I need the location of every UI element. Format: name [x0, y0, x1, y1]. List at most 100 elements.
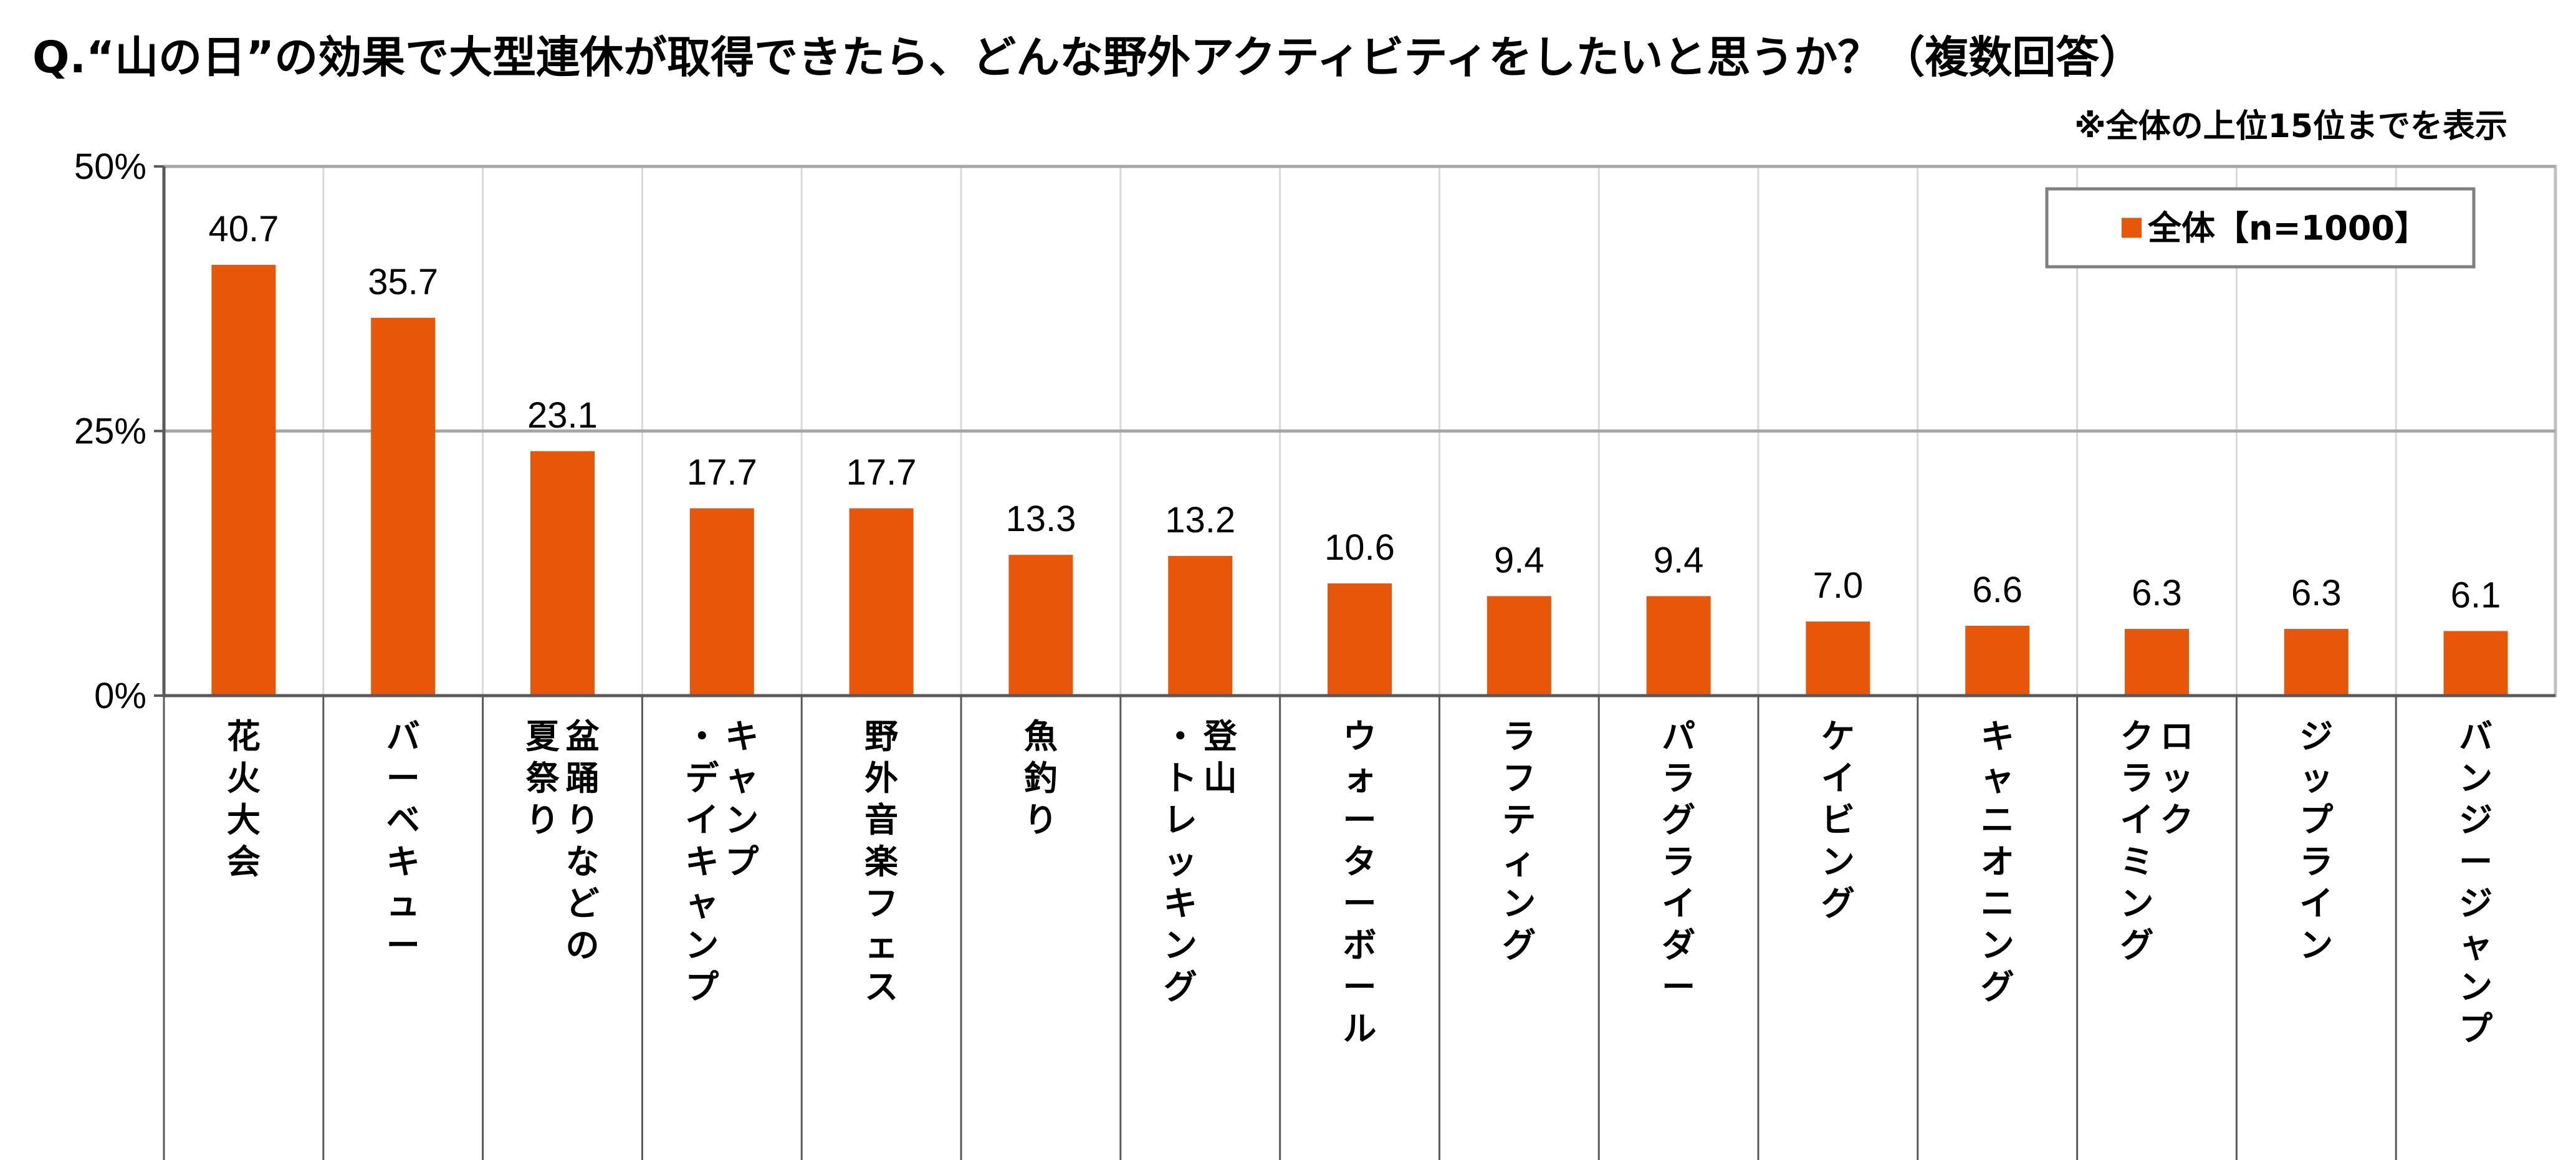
data-label: 40.7: [208, 209, 279, 249]
category-label-char: イ: [2299, 884, 2333, 923]
bar: [1965, 625, 2030, 696]
category-label-char: キ: [1164, 884, 1197, 923]
category-label-char: 音: [864, 800, 898, 840]
category-label-char: イ: [685, 800, 719, 840]
bar: [849, 508, 914, 696]
category-label-char: な: [566, 842, 600, 881]
data-label: 10.6: [1324, 527, 1395, 568]
category-label-char: フ: [864, 884, 898, 923]
legend-swatch: [2122, 218, 2142, 238]
category-label-char: ン: [1821, 842, 1855, 881]
category-label-char: ン: [2459, 759, 2492, 798]
category-label-char: バ: [386, 717, 420, 756]
data-label: 17.7: [687, 452, 757, 492]
bar: [2443, 631, 2508, 696]
category-label-char: ィ: [1502, 842, 1536, 881]
category-label-char: ン: [2120, 884, 2154, 923]
data-label: 6.1: [2451, 575, 2501, 615]
data-label: 6.3: [2132, 573, 2182, 613]
data-label: 13.3: [1005, 499, 1076, 539]
category-label-char: グ: [1662, 800, 1695, 840]
category-label-char: キ: [685, 842, 719, 881]
category-label-char: オ: [1981, 842, 2014, 881]
category-label-char: ラ: [1502, 717, 1536, 756]
category-label-char: ク: [2160, 800, 2194, 840]
bar: [2125, 629, 2189, 696]
bar: [1008, 555, 1073, 696]
category-label-char: 夏: [526, 717, 560, 756]
y-tick-label: 25%: [74, 411, 146, 452]
legend: 全体【n=1000】: [2045, 187, 2476, 269]
category-label-char: ャ: [2459, 926, 2492, 965]
category-label-char: ー: [386, 759, 420, 798]
category-label-char: ン: [1981, 926, 2014, 965]
category-label-char: ー: [1662, 967, 1695, 1007]
category-label-char: 火: [227, 759, 261, 798]
category-label-char: 魚: [1024, 717, 1058, 756]
category-label-char: ラ: [1662, 842, 1695, 881]
category-label-char: キ: [386, 842, 420, 881]
category-label-char: ン: [1164, 926, 1197, 965]
category-label-char: ニ: [1981, 800, 2014, 840]
category-label-char: デ: [685, 759, 719, 798]
category-label-char: ジ: [2459, 884, 2492, 923]
category-label-char: ン: [725, 800, 759, 840]
category-label-char: ャ: [685, 884, 719, 923]
category-label-char: ボ: [1343, 926, 1377, 965]
category-label-char: グ: [1164, 967, 1197, 1007]
category-label-char: プ: [725, 842, 759, 881]
category-label-char: グ: [1821, 884, 1855, 923]
category-label-char: パ: [1662, 717, 1695, 756]
bar: [371, 317, 436, 696]
category-label-char: レ: [1164, 800, 1197, 840]
chart-note: ※全体の上位15位までを表示: [2074, 108, 2507, 145]
category-label-char: 祭: [526, 759, 560, 798]
category-label-char: ラ: [2120, 759, 2154, 798]
category-label-char: フ: [1502, 759, 1536, 798]
category-label-char: り: [526, 800, 560, 840]
category-label-char: ク: [2120, 717, 2154, 756]
bar: [2284, 629, 2349, 696]
labels-layer: 40.7 35.7 23.1 17.7 17.7 13.3 13.2 10.6 9.4 9.4 7.…: [208, 209, 2501, 616]
category-label-char: 盆: [566, 717, 600, 756]
bar: [1168, 555, 1233, 696]
category-label-char: グ: [1502, 926, 1536, 965]
chart-title: Q.“山の日”の効果で大型連休が取得できたら、どんな野外アクティビティをしたいと…: [32, 32, 2143, 83]
bar: [530, 451, 595, 696]
category-label-char: プ: [2299, 800, 2333, 840]
bar: [1806, 621, 1870, 696]
bar: [211, 264, 276, 696]
category-label-char: ジ: [2459, 800, 2492, 840]
data-label: 6.3: [2291, 573, 2342, 613]
category-label-char: ン: [2459, 967, 2492, 1007]
data-label: 13.2: [1165, 500, 1235, 540]
category-label-char: ミ: [2120, 842, 2154, 881]
category-label-char: イ: [1821, 759, 1855, 798]
category-label-char: ケ: [1821, 717, 1855, 756]
category-label-char: ュ: [386, 884, 420, 923]
axis-layer: 0% 25% 50%: [74, 146, 2555, 1160]
bar: [689, 508, 754, 696]
category-label-char: ど: [566, 884, 600, 923]
category-label-char: ー: [1343, 800, 1377, 840]
category-label-char: ト: [1164, 759, 1197, 798]
category-label-char: ー: [386, 926, 420, 965]
category-label-char: ・: [1164, 717, 1197, 756]
category-label-char: ジ: [2299, 717, 2333, 756]
bar: [1328, 583, 1392, 696]
data-label: 6.6: [1972, 570, 2023, 610]
category-label-char: プ: [2459, 1009, 2492, 1048]
grid-layer: [162, 165, 2557, 697]
category-label-char: テ: [1502, 800, 1536, 840]
y-tick-label: 50%: [74, 146, 146, 187]
category-label-char: キ: [725, 717, 759, 756]
category-label-char: 山: [1204, 759, 1237, 798]
category-label-char: ロ: [2160, 717, 2194, 756]
data-label: 17.7: [846, 452, 917, 492]
category-label-char: ン: [1502, 884, 1536, 923]
category-label-char: 会: [227, 842, 261, 881]
category-label-char: り: [566, 800, 600, 840]
data-label: 35.7: [368, 262, 438, 302]
data-label: 9.4: [1494, 540, 1544, 580]
